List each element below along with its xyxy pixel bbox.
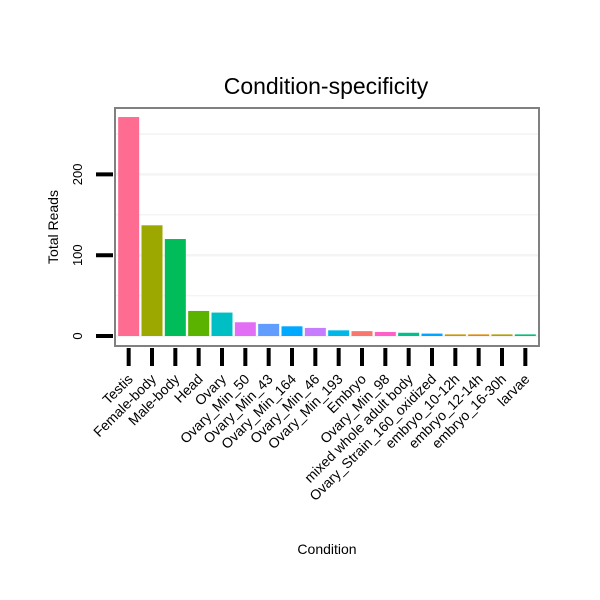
bar-embryo-10-12h bbox=[444, 334, 466, 336]
bar-embryo-16-30h bbox=[491, 334, 513, 336]
chart-title: Condition-specificity bbox=[224, 73, 429, 99]
bar-ovary-min-164 bbox=[281, 326, 303, 336]
bars bbox=[118, 117, 536, 336]
bar-ovary-min-43 bbox=[258, 323, 280, 336]
bar-ovary-min-46 bbox=[304, 327, 326, 336]
bar-larvae bbox=[514, 334, 536, 336]
bar-testis bbox=[118, 117, 140, 336]
y-tick-label: 100 bbox=[70, 244, 85, 266]
bar-ovary-min-50 bbox=[234, 322, 256, 336]
bar-embryo-12-14h bbox=[468, 334, 490, 336]
y-axis-ticks: 0 100 200 bbox=[70, 164, 113, 340]
bar-ovary-min-98 bbox=[374, 331, 396, 336]
x-axis-title: Condition bbox=[297, 541, 356, 557]
y-tick-label: 200 bbox=[70, 164, 85, 186]
bar-embryo bbox=[351, 331, 373, 336]
plot-border bbox=[114, 107, 540, 347]
bar-ovary-strain-160-oxidized bbox=[421, 333, 443, 336]
x-axis-ticks: TestisFemale-bodyMale-bodyHeadOvaryOvary… bbox=[90, 348, 533, 504]
y-tick-label: 0 bbox=[70, 332, 85, 339]
bar-female-body bbox=[141, 225, 163, 336]
y-axis-title: Total Reads bbox=[45, 190, 61, 264]
bar-head bbox=[188, 310, 210, 336]
bar-mixed-whole-adult-body bbox=[398, 332, 420, 336]
bar-ovary bbox=[211, 312, 233, 336]
bar-male-body bbox=[164, 239, 186, 336]
bar-ovary-min-193 bbox=[328, 330, 350, 336]
